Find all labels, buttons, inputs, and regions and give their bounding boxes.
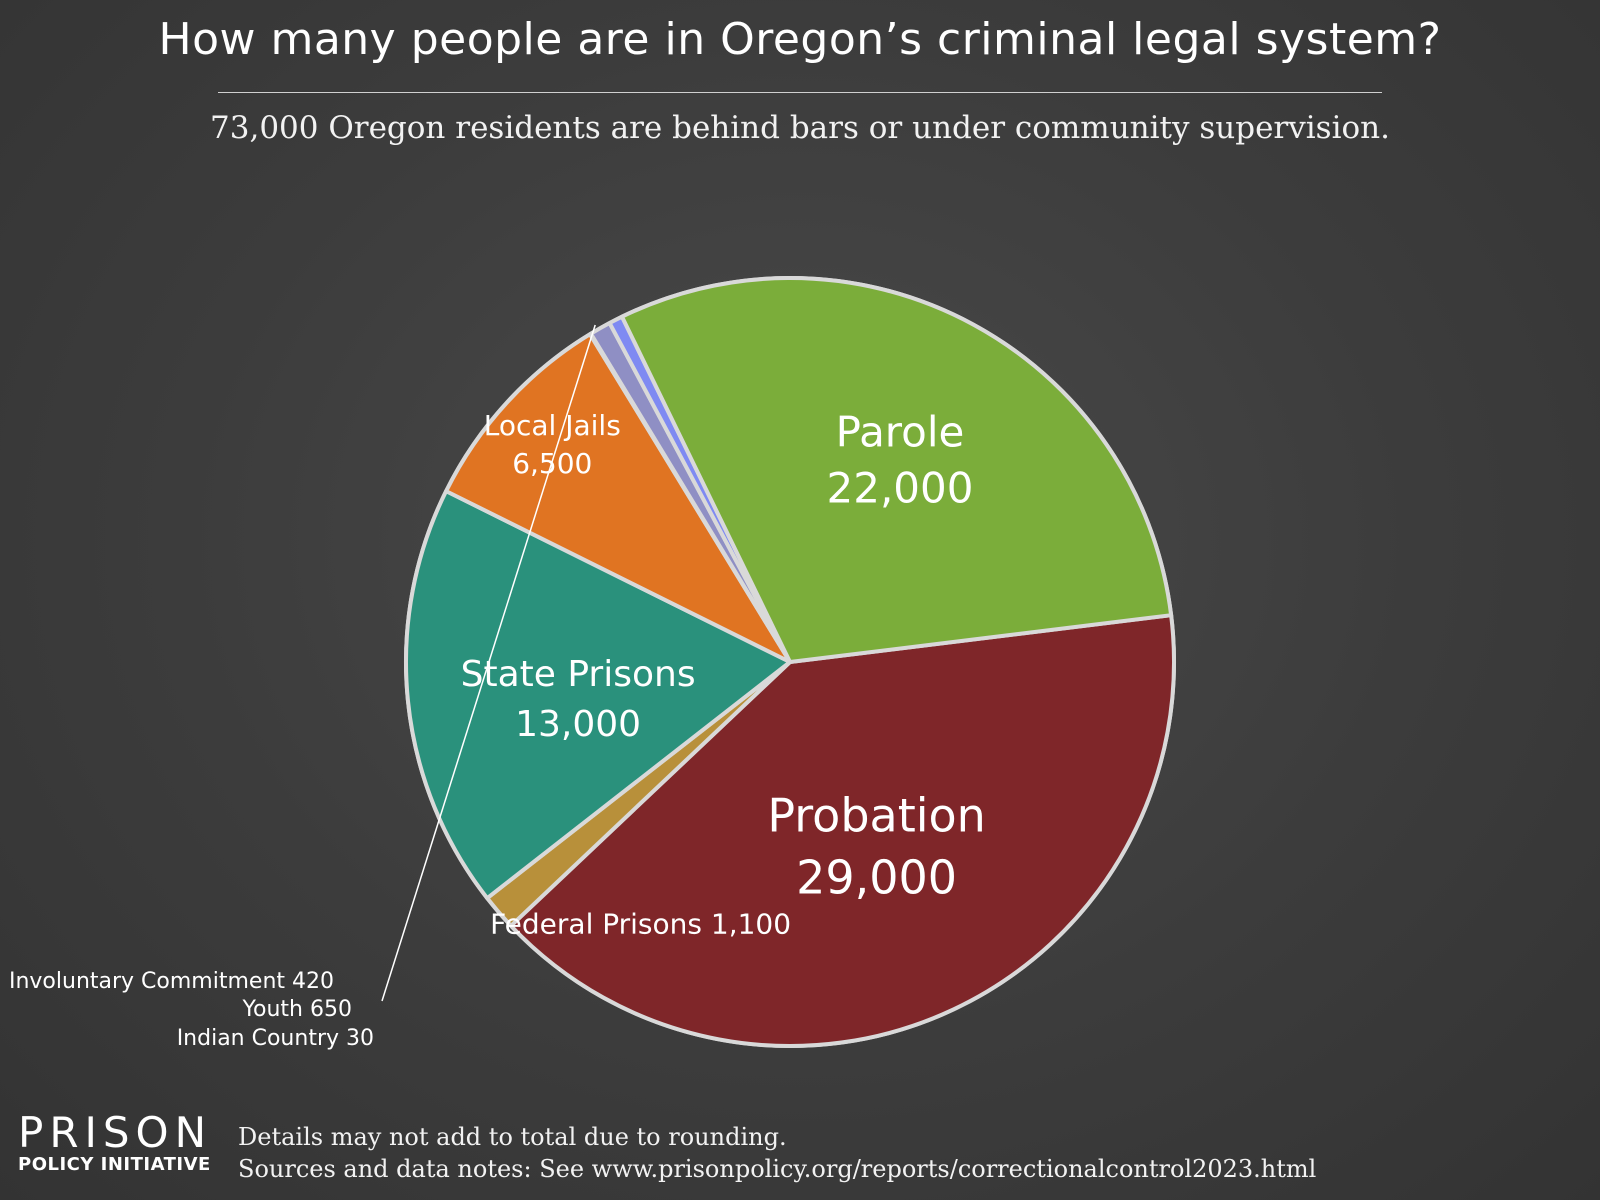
footer-notes: Details may not add to total due to roun… — [238, 1121, 1578, 1185]
pie-slice-local-jails — [444, 332, 792, 664]
slice-value-parole: 22,000 — [827, 463, 974, 512]
slice-label-local-jails: Local Jails — [484, 409, 621, 442]
callout-indian-country: Indian Country 30 — [177, 1026, 374, 1051]
rounding-note: Details may not add to total due to roun… — [238, 1123, 787, 1151]
callout-involuntary-commitment: Involuntary Commitment 420 — [9, 969, 334, 994]
logo-main-text: PRISON — [18, 1108, 213, 1157]
slice-label-parole: Parole — [836, 407, 965, 456]
slice-value-probation: 29,000 — [796, 850, 957, 904]
pie-slice-parole — [620, 276, 1174, 664]
chart-subtitle: 73,000 Oregon residents are behind bars … — [210, 110, 1390, 146]
callout-youth: Youth 650 — [242, 997, 352, 1022]
chart-title: How many people are in Oregon’s criminal… — [158, 14, 1442, 65]
slice-label-probation: Probation — [767, 788, 985, 842]
pie-slice-state-prisons — [403, 489, 792, 901]
sources-note: Sources and data notes: See www.prisonpo… — [238, 1155, 1317, 1183]
pie-slice-probation — [508, 613, 1176, 1048]
prison-policy-initiative-logo: PRISON POLICY INITIATIVE — [18, 1112, 218, 1176]
title-divider — [218, 92, 1382, 93]
logo-sub-text: POLICY INITIATIVE — [18, 1154, 211, 1175]
small-slices-leader-line — [381, 324, 596, 1002]
slice-label-state-prisons: State Prisons — [461, 654, 696, 695]
slice-value-state-prisons: 13,000 — [515, 704, 641, 745]
callout-federal-prisons: Federal Prisons 1,100 — [490, 907, 791, 940]
pie-chart: Probation 29,000 State Prisons 13,000 Local … — [9, 276, 1176, 1051]
